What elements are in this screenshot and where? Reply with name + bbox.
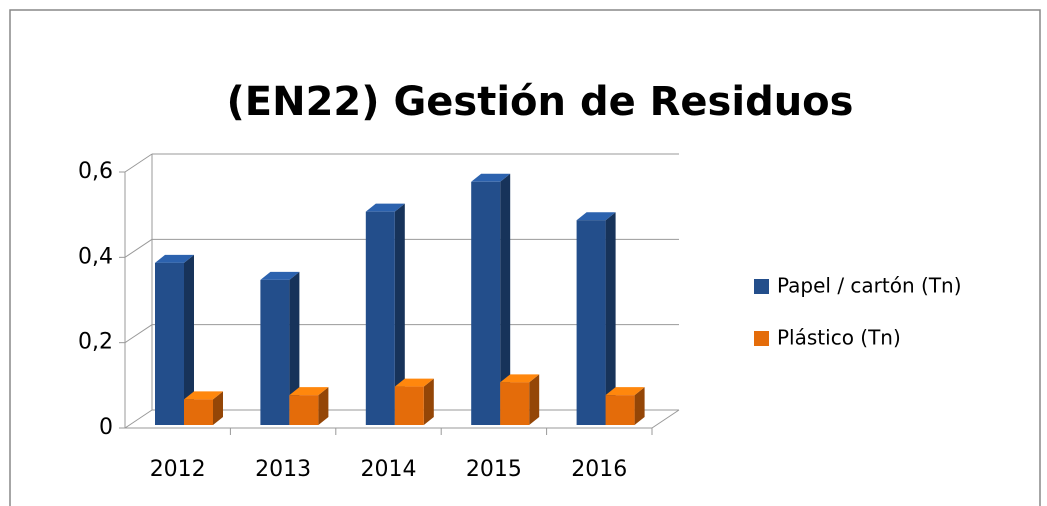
bar-side: [318, 387, 329, 425]
y-tick-label: 0: [99, 415, 113, 440]
axis-line: [651, 409, 680, 429]
grid-line: [124, 409, 153, 429]
chart-title: (EN22) Gestión de Residuos: [227, 79, 854, 125]
bar-side: [184, 254, 194, 425]
bar-top: [471, 173, 511, 182]
bar: [471, 181, 501, 425]
bar-side: [605, 212, 616, 425]
legend-label: Papel / cartón (Tn): [777, 274, 962, 298]
x-tick-label: 2013: [255, 457, 311, 482]
bar-top: [605, 387, 645, 396]
chart-frame: [9, 9, 1041, 506]
grid-line: [124, 324, 153, 344]
bar: [184, 399, 213, 425]
legend-swatch: [754, 279, 769, 294]
x-tick-label: 2015: [466, 457, 522, 482]
bar: [605, 395, 635, 425]
bar-top: [289, 387, 329, 396]
bar: [155, 262, 184, 425]
bar-side: [394, 203, 405, 425]
bar: [500, 382, 530, 425]
x-tick-label: 2014: [361, 457, 417, 482]
bar-top: [576, 212, 616, 221]
bar-side: [500, 173, 511, 425]
grid-line: [124, 238, 153, 258]
legend-swatch: [754, 331, 769, 346]
bar: [576, 220, 606, 425]
bar-top: [184, 391, 223, 400]
bar-side: [529, 374, 540, 425]
x-tick-label: 2016: [571, 457, 627, 482]
x-tick-label: 2012: [150, 457, 206, 482]
bar-top: [394, 378, 434, 387]
bar: [365, 211, 395, 425]
y-tick-label: 0,2: [78, 330, 113, 355]
legend-label: Plástico (Tn): [777, 326, 901, 350]
bar-top: [260, 271, 300, 280]
bar: [394, 386, 424, 425]
bar-top: [365, 203, 405, 212]
bar-side: [213, 391, 223, 425]
bar-top: [500, 374, 540, 383]
bar: [289, 395, 319, 425]
bar: [260, 279, 290, 425]
bar-side: [423, 378, 434, 425]
bar-side: [289, 271, 300, 425]
y-tick-label: 0,6: [78, 159, 113, 184]
grid-line: [124, 153, 153, 173]
y-tick-label: 0,4: [78, 244, 113, 269]
bar-side: [634, 387, 645, 425]
bar-top: [155, 254, 194, 263]
